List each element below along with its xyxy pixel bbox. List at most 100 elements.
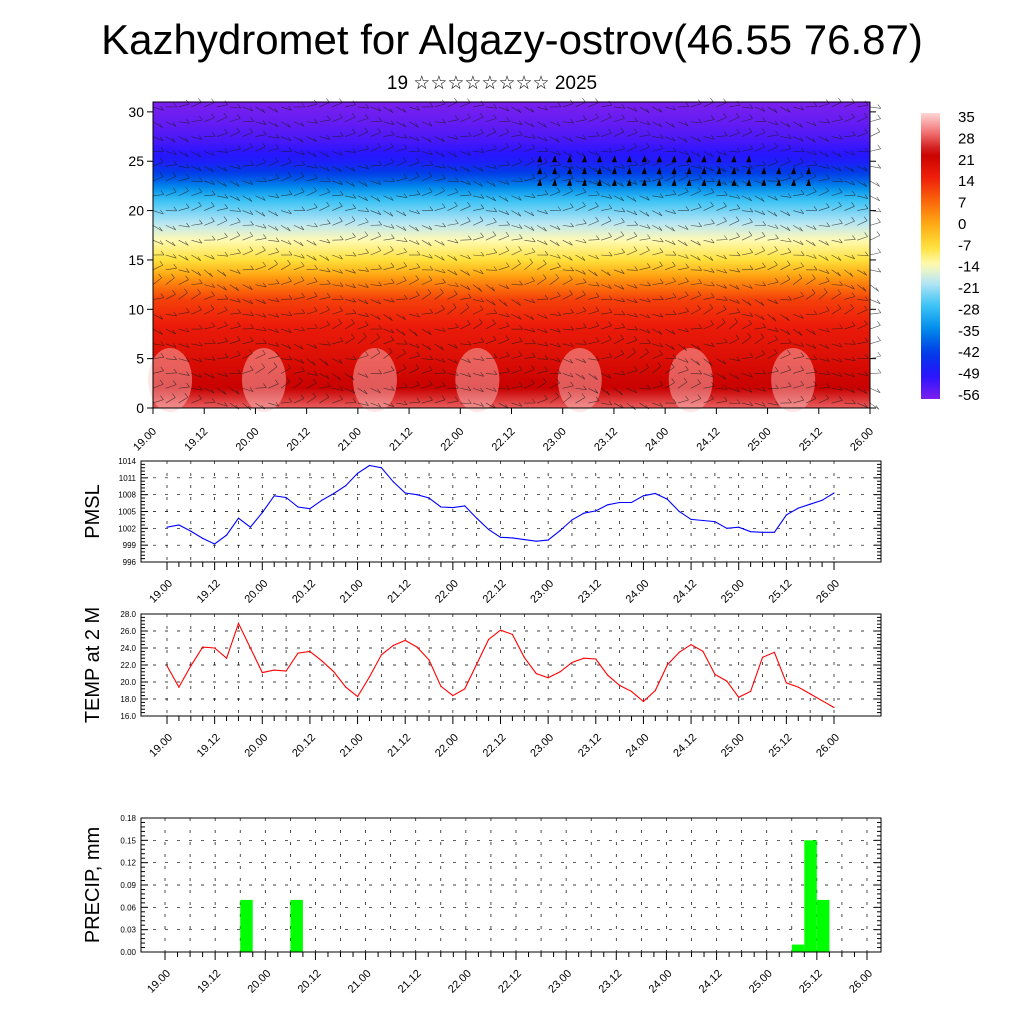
- wind-vector: [626, 387, 637, 394]
- wind-barb: [249, 246, 253, 251]
- wind-vector: [524, 313, 534, 321]
- wind-barb: [543, 378, 547, 383]
- wind-barb: [684, 225, 689, 230]
- wind-barb: [210, 373, 215, 379]
- wind-barb: [735, 112, 740, 118]
- temp2m-data-point: [190, 665, 192, 667]
- wind-vector: [434, 190, 445, 197]
- wind-vector: [767, 121, 779, 126]
- wind-vector: [741, 148, 753, 152]
- wind-vector: [191, 239, 203, 244]
- wind-barb: [402, 108, 407, 113]
- wind-vector: [716, 342, 728, 345]
- wind-barb: [352, 100, 357, 105]
- wind-barb: [544, 158, 548, 163]
- wind-barb: [429, 150, 433, 155]
- wind-barb: [685, 395, 689, 401]
- wind-barb: [697, 291, 702, 296]
- pmsl-data-point: [440, 506, 442, 508]
- wind-vector: [216, 341, 228, 345]
- wind-barb: [773, 212, 778, 217]
- wind-barb: [620, 196, 624, 201]
- wind-barb: [570, 203, 574, 208]
- wind-vector: [280, 280, 292, 285]
- wind-vector: [370, 180, 382, 185]
- wind-barb: [263, 177, 267, 182]
- wind-barb: [403, 400, 408, 405]
- wind-barb: [262, 246, 266, 251]
- wind-barb: [378, 117, 382, 122]
- wind-vector: [421, 254, 433, 259]
- wind-barb: [698, 118, 702, 124]
- wind-vector: [613, 235, 624, 241]
- wind-barb: [440, 288, 444, 293]
- temp2m-data-point: [523, 656, 525, 659]
- wind-vector: [857, 116, 868, 123]
- wind-barb: [531, 379, 535, 384]
- wind-vector: [857, 151, 869, 153]
- wind-barb: [659, 144, 664, 149]
- wind-vector: [857, 284, 867, 292]
- wind-vector: [767, 313, 777, 322]
- wind-vector: [869, 340, 881, 345]
- wind-vector: [409, 267, 420, 271]
- wind-barb: [480, 269, 484, 275]
- wind-barb: [377, 210, 382, 215]
- wind-barb: [453, 152, 458, 158]
- wind-barb: [633, 180, 638, 185]
- wind-vector: [857, 220, 868, 226]
- wind-vector: [677, 267, 689, 271]
- wind-barb: [813, 381, 817, 386]
- wind-vector: [562, 239, 573, 246]
- wind-barb: [671, 345, 675, 350]
- y-tick-label: 10: [128, 301, 144, 317]
- wind-barb: [517, 259, 521, 264]
- wind-barb: [467, 386, 472, 391]
- wind-vector: [460, 220, 471, 226]
- wind-vector: [447, 191, 458, 197]
- wind-barb: [709, 304, 714, 309]
- wind-vector: [319, 165, 330, 172]
- temp2m-data-point: [833, 706, 835, 709]
- wind-barb: [582, 358, 587, 363]
- wind-barb: [711, 382, 715, 387]
- wind-barb: [851, 292, 856, 297]
- wind-barb: [557, 357, 561, 362]
- wind-vector: [639, 210, 650, 217]
- wind-vector: [306, 327, 318, 330]
- wind-barb: [711, 281, 715, 287]
- wind-vector: [652, 343, 663, 348]
- wind-barb: [236, 127, 240, 132]
- wind-vector: [575, 310, 587, 315]
- wind-vector: [204, 373, 215, 379]
- wind-vector: [537, 328, 548, 334]
- wind-barb: [621, 104, 626, 109]
- temp2m-data-point: [750, 690, 752, 693]
- wind-vector: [741, 323, 752, 330]
- pmsl-data-point: [583, 512, 585, 514]
- temp2m-data-point: [535, 672, 537, 675]
- wind-barb: [851, 113, 855, 118]
- wind-barb: [864, 204, 869, 209]
- wind-barb: [493, 370, 498, 375]
- wind-vector: [600, 116, 612, 123]
- wind-barb: [813, 310, 818, 315]
- jet-flag: [537, 167, 543, 175]
- x-tick-label: 22.12: [490, 426, 518, 454]
- wind-vector: [780, 225, 791, 231]
- temp2m-data-point: [297, 652, 299, 654]
- wind-vector: [216, 195, 228, 199]
- temp2m-data-point: [440, 685, 442, 687]
- wind-vector: [306, 358, 316, 366]
- wind-barb: [198, 394, 202, 400]
- colorbar-label: -49: [958, 366, 980, 383]
- wind-barb: [159, 158, 164, 163]
- wind-vector: [306, 239, 317, 246]
- wind-vector: [831, 343, 843, 348]
- wind-barb: [365, 351, 369, 356]
- wind-barb: [389, 212, 394, 217]
- wind-barb: [825, 344, 829, 349]
- jet-flag: [761, 178, 767, 186]
- wind-barb: [480, 194, 485, 199]
- temp2m-data-point: [178, 686, 180, 688]
